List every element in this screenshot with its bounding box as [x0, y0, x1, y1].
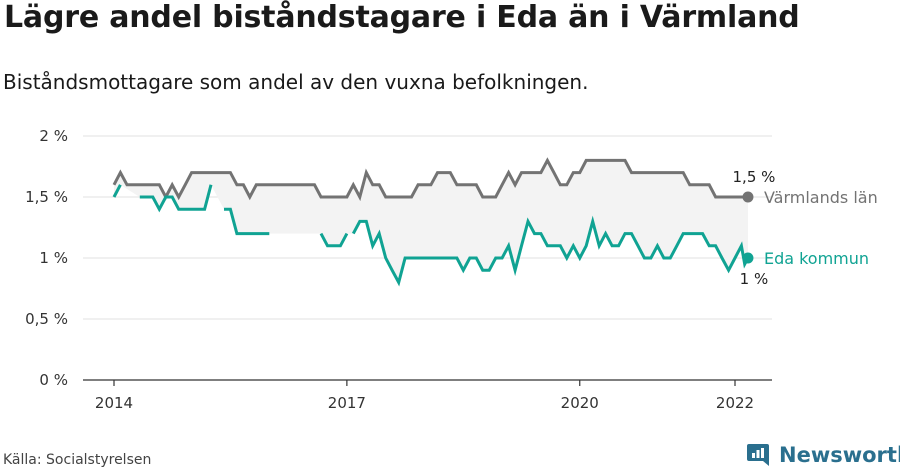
end-point-värmlands-län: [742, 191, 754, 203]
newsworthy-brand: Newsworthy: [745, 442, 900, 468]
x-tick-label: 2014: [95, 394, 133, 412]
end-point-eda-kommun: [742, 252, 754, 264]
series-line-eda-kommun: [224, 207, 270, 236]
series-label-eda-kommun: Eda kommun: [764, 249, 869, 268]
end-value-label-värmlands-län: 1,5 %: [733, 168, 776, 186]
brand-name: Newsworthy: [779, 443, 900, 467]
x-tick-label: 2020: [561, 394, 599, 412]
y-tick-label: 0,5 %: [25, 310, 68, 328]
x-axis: 0 % 0,5 % 1 % 1,5 % 2 % 2014 2017 2020 2022: [25, 127, 772, 412]
series-line-värmlands-län: [112, 157, 748, 202]
source-note: Källa: Socialstyrelsen: [3, 452, 152, 468]
band-fill: [114, 160, 748, 283]
series-line-eda-kommun: [351, 215, 750, 287]
series-line-eda-kommun: [112, 184, 122, 198]
series-label-värmlands-län: Värmlands län: [764, 188, 878, 207]
chart-title: Lägre andel biståndstagare i Eda än i Vä…: [4, 0, 800, 35]
y-tick-label: 1,5 %: [25, 188, 68, 206]
x-tick-label: 2017: [328, 394, 366, 412]
line-chart: 0 % 0,5 % 1 % 1,5 % 2 % 2014 2017 2020 2022 Värm…: [25, 127, 878, 412]
series-line-eda-kommun: [319, 232, 349, 248]
end-value-label-eda-kommun: 1 %: [740, 270, 769, 288]
newsworthy-logo-icon: [747, 444, 769, 466]
band-between-series: [114, 160, 748, 283]
series-line-eda-kommun: [139, 184, 213, 213]
end-labels: Värmlands län 1,5 % Eda kommun 1 %: [733, 168, 878, 288]
y-tick-label: 1 %: [39, 249, 68, 267]
series-lines: [112, 157, 750, 287]
chart-subtitle: Biståndsmottagare som andel av den vuxna…: [3, 70, 589, 94]
y-tick-label: 2 %: [39, 127, 68, 145]
x-tick-label: 2022: [716, 394, 754, 412]
y-tick-label: 0 %: [39, 371, 68, 389]
